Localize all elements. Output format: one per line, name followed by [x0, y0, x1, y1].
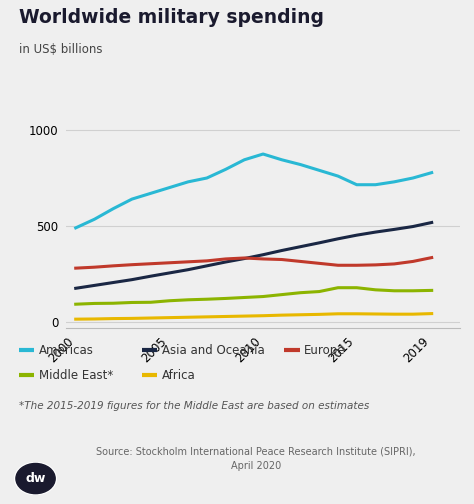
Text: April 2020: April 2020 [231, 461, 281, 471]
Text: dw: dw [26, 472, 46, 485]
Text: Worldwide military spending: Worldwide military spending [19, 8, 324, 27]
Circle shape [15, 463, 56, 494]
Text: in US$ billions: in US$ billions [19, 43, 102, 56]
Text: *The 2015-2019 figures for the Middle East are based on estimates: *The 2015-2019 figures for the Middle Ea… [19, 401, 369, 411]
Text: Asia and Oceania: Asia and Oceania [162, 344, 265, 357]
Text: Americas: Americas [39, 344, 94, 357]
Circle shape [16, 464, 55, 493]
Text: Middle East*: Middle East* [39, 369, 113, 382]
Text: Africa: Africa [162, 369, 196, 382]
Text: Europe: Europe [304, 344, 346, 357]
Text: Source: Stockholm International Peace Research Institute (SIPRI),: Source: Stockholm International Peace Re… [96, 446, 416, 456]
